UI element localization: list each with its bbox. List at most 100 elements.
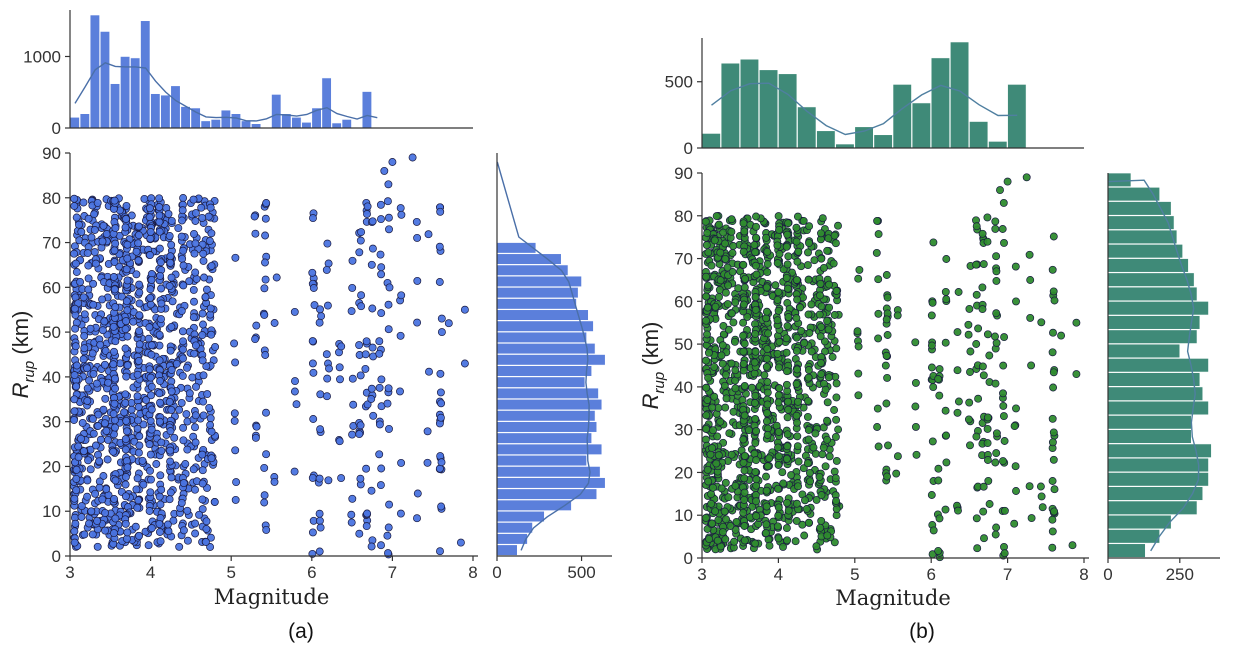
scatter-point xyxy=(230,409,239,418)
scatter-point xyxy=(185,277,194,286)
scatter-point xyxy=(782,348,791,357)
scatter-point xyxy=(322,350,331,359)
scatter-point xyxy=(369,411,378,420)
scatter-point xyxy=(731,384,740,393)
scatter-point xyxy=(111,374,119,383)
scatter-point xyxy=(175,542,184,551)
scatter-point xyxy=(954,288,963,296)
top-histogram-bar xyxy=(99,31,110,129)
scatter-point xyxy=(155,244,164,253)
scatter-point xyxy=(992,276,1001,285)
scatter-point xyxy=(985,351,994,360)
scatter-point xyxy=(383,399,392,408)
scatter-point xyxy=(782,334,791,343)
scatter-point xyxy=(701,217,710,226)
scatter-point xyxy=(349,400,358,409)
scatter-point xyxy=(1048,414,1057,423)
right-histogram-bar xyxy=(496,398,603,411)
scatter-point xyxy=(132,247,141,256)
scatter-point xyxy=(375,450,384,459)
scatter-point xyxy=(133,370,142,379)
scatter-point xyxy=(709,483,717,492)
scatter-point xyxy=(123,427,131,436)
y-tick-label: 10 xyxy=(42,502,61,521)
scatter-point xyxy=(911,378,920,387)
scatter-point xyxy=(727,215,736,224)
scatter-point xyxy=(198,213,207,222)
right-histogram-bar xyxy=(496,533,528,545)
scatter-point xyxy=(712,212,721,221)
scatter-point xyxy=(127,405,136,414)
scatter-point xyxy=(165,282,174,291)
scatter-point xyxy=(1048,348,1057,357)
scatter-point xyxy=(724,325,733,334)
scatter-point xyxy=(739,300,748,309)
scatter-point xyxy=(1048,527,1057,536)
scatter-point xyxy=(942,458,951,467)
scatter-point xyxy=(135,432,144,441)
scatter-point xyxy=(998,225,1007,233)
right-kde-curve xyxy=(496,161,591,551)
scatter-point xyxy=(70,202,79,210)
top-histogram-bar xyxy=(240,120,252,129)
scatter-point xyxy=(783,413,792,422)
scatter-point xyxy=(357,291,366,300)
scatter-point xyxy=(101,526,110,535)
scatter-point xyxy=(711,507,720,516)
scatter-point xyxy=(189,285,198,294)
scatter-point xyxy=(396,204,405,213)
scatter-point xyxy=(348,256,357,265)
scatter-point xyxy=(70,494,79,503)
scatter-point xyxy=(774,427,783,436)
scatter-point xyxy=(362,522,371,531)
scatter-point xyxy=(1011,462,1020,471)
scatter-point xyxy=(146,234,155,243)
scatter-point xyxy=(145,365,154,374)
scatter-point xyxy=(92,379,101,388)
scatter-point xyxy=(702,272,711,281)
scatter-point xyxy=(804,310,813,319)
scatter-point xyxy=(954,397,963,406)
scatter-point xyxy=(262,450,271,459)
scatter-point xyxy=(191,438,200,447)
scatter-point xyxy=(773,349,782,358)
scatter-point xyxy=(763,268,772,277)
scatter-point xyxy=(804,396,812,405)
scatter-point xyxy=(251,335,260,344)
right-hist-tick-label: 500 xyxy=(567,563,595,582)
scatter-point xyxy=(368,343,377,352)
right-histogram-bar xyxy=(496,242,537,254)
top-kde-curve xyxy=(711,82,1018,136)
scatter-point xyxy=(231,253,240,262)
scatter-point xyxy=(1000,506,1009,515)
scatter-point xyxy=(198,450,207,459)
scatter-point xyxy=(101,346,110,355)
scatter-point xyxy=(198,479,207,488)
scatter-point xyxy=(953,366,962,375)
scatter-point xyxy=(774,534,783,543)
scatter-point xyxy=(324,476,333,485)
y-axis-title: Rrup (km) xyxy=(8,311,38,399)
right-kde-curve xyxy=(1108,179,1200,552)
scatter-point xyxy=(771,281,780,290)
scatter-point xyxy=(805,222,814,231)
scatter-point xyxy=(941,338,950,347)
scatter-point xyxy=(710,236,719,245)
scatter-point xyxy=(935,365,944,374)
scatter-point xyxy=(74,442,83,451)
scatter-point xyxy=(704,373,713,382)
scatter-point xyxy=(816,523,825,532)
scatter-point xyxy=(111,476,120,485)
scatter-point xyxy=(793,442,802,451)
scatter-point xyxy=(183,536,192,545)
scatter-point xyxy=(377,309,386,318)
scatter-point xyxy=(308,337,317,346)
scatter-point xyxy=(825,452,834,461)
scatter-point xyxy=(942,255,951,263)
scatter-point xyxy=(84,274,93,283)
scatter-point xyxy=(134,231,143,240)
scatter-point xyxy=(992,338,1001,347)
scatter-point xyxy=(992,252,1001,261)
scatter-point xyxy=(375,349,384,358)
y-tick-label: 50 xyxy=(42,323,61,342)
